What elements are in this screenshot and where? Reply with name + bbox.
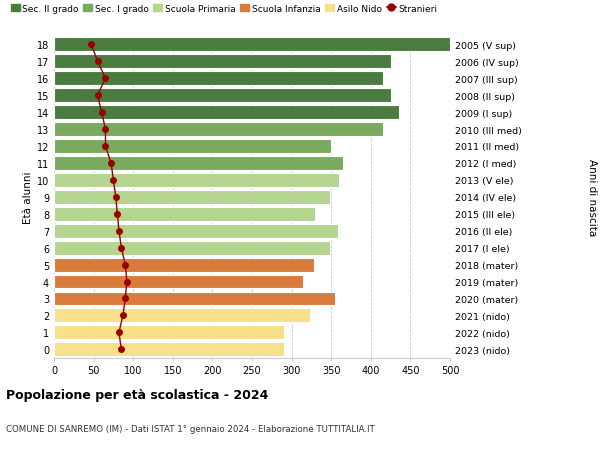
Bar [54, 224, 338, 238]
Bar [54, 241, 329, 255]
Point [114, 228, 124, 235]
Point [114, 329, 124, 336]
Bar [54, 72, 383, 86]
Text: COMUNE DI SANREMO (IM) - Dati ISTAT 1° gennaio 2024 - Elaborazione TUTTITALIA.IT: COMUNE DI SANREMO (IM) - Dati ISTAT 1° g… [6, 425, 375, 434]
Point [113, 211, 122, 218]
Point [116, 346, 126, 353]
Bar [54, 309, 310, 323]
Text: Anni di nascita: Anni di nascita [587, 159, 597, 236]
Point [86, 41, 96, 49]
Bar [54, 55, 391, 69]
Bar [54, 174, 339, 187]
Point [121, 295, 130, 302]
Point [121, 261, 130, 269]
Bar [54, 258, 314, 272]
Bar [54, 157, 343, 170]
Bar [54, 140, 331, 154]
Bar [54, 342, 284, 357]
Bar [54, 38, 450, 52]
Point [93, 58, 103, 66]
Bar [54, 326, 284, 340]
Bar [54, 123, 383, 137]
Point [101, 143, 110, 150]
Point [109, 177, 118, 184]
Point [106, 160, 116, 167]
Legend: Sec. II grado, Sec. I grado, Scuola Primaria, Scuola Infanzia, Asilo Nido, Stran: Sec. II grado, Sec. I grado, Scuola Prim… [11, 5, 437, 13]
Bar [54, 89, 391, 103]
Point [101, 126, 110, 134]
Bar [54, 292, 335, 306]
Point [97, 109, 106, 117]
Point [101, 75, 110, 83]
Text: Popolazione per età scolastica - 2024: Popolazione per età scolastica - 2024 [6, 388, 268, 401]
Point [111, 194, 121, 201]
Bar [54, 275, 304, 289]
Point [122, 278, 131, 285]
Point [116, 245, 126, 252]
Point [93, 92, 103, 100]
Y-axis label: Età alunni: Età alunni [23, 171, 32, 224]
Bar [54, 207, 316, 221]
Bar [54, 190, 329, 204]
Point [118, 312, 128, 319]
Bar [54, 106, 398, 120]
